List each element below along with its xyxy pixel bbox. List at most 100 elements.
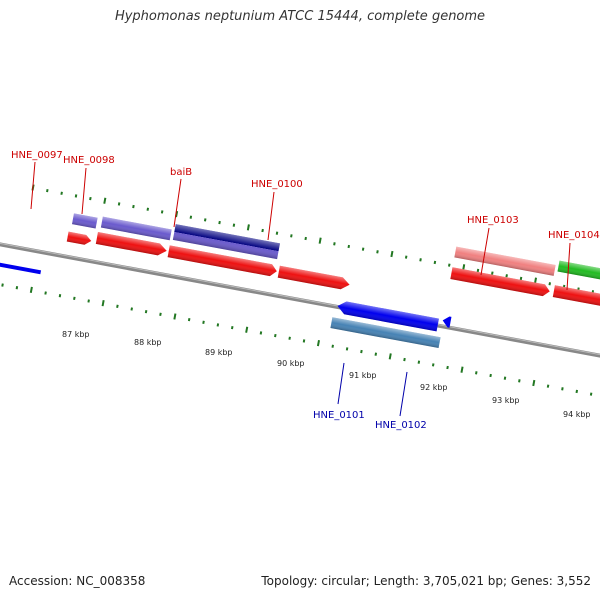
gene-baib[interactable]: [172, 224, 280, 260]
minor-tick: [130, 307, 134, 311]
scale-labels: 87 kbp 88 kbp 89 kbp 90 kbp 91 kbp 92 kbp 93 k…: [62, 330, 591, 419]
major-tick: [173, 313, 177, 320]
minor-tick: [331, 344, 334, 348]
label-hne-0097[interactable]: HNE_0097: [11, 150, 63, 161]
minor-tick: [333, 242, 336, 246]
major-tick: [29, 286, 33, 294]
accession-label: Accession: NC_008358: [9, 574, 146, 588]
minor-tick: [15, 286, 19, 290]
minor-tick: [575, 389, 579, 394]
gene-hne-0101[interactable]: [336, 300, 439, 332]
minor-tick: [216, 323, 220, 327]
major-tick: [460, 366, 464, 373]
major-tick: [532, 379, 536, 387]
major-tick: [462, 264, 466, 271]
leader-line-hne-0102: [399, 371, 408, 417]
major-tick: [533, 277, 538, 284]
major-tick: [388, 353, 392, 360]
forward-gene-arrow[interactable]: [66, 231, 92, 246]
minor-tick: [503, 376, 507, 380]
scale-label: 93 kbp: [492, 396, 520, 405]
minor-tick: [144, 309, 148, 314]
minor-tick: [132, 204, 135, 209]
minor-tick: [376, 250, 379, 254]
scale-label: 87 kbp: [62, 330, 90, 339]
label-baib[interactable]: baiB: [170, 167, 192, 178]
minor-tick: [361, 247, 365, 251]
gene-hne-0104[interactable]: [557, 260, 600, 285]
minor-tick: [360, 349, 363, 354]
reverse-gene-arrow[interactable]: [442, 315, 452, 328]
scale-label: 89 kbp: [205, 348, 233, 357]
genome-stats-label: Topology: circular; Length: 3,705,021 bp…: [261, 574, 591, 588]
minor-tick: [261, 228, 264, 233]
leader-line-hne-0101: [337, 362, 345, 405]
minor-tick: [275, 231, 279, 235]
forward-gene-arrow[interactable]: [95, 232, 168, 257]
minor-tick: [345, 347, 349, 351]
genome-backbone-highlight: [0, 225, 600, 373]
label-hne-0098[interactable]: HNE_0098: [63, 155, 115, 166]
gene-hne-0100[interactable]: [277, 265, 351, 291]
major-tick: [316, 339, 320, 347]
label-hne-0102[interactable]: HNE_0102: [375, 420, 427, 431]
minor-tick: [160, 210, 164, 214]
upper-scale-ticks: [31, 184, 595, 294]
minor-tick: [561, 387, 564, 391]
minor-tick: [505, 274, 508, 278]
major-tick: [390, 250, 394, 258]
label-hne-0104[interactable]: HNE_0104: [548, 230, 600, 241]
minor-tick: [404, 255, 408, 259]
minor-tick: [489, 373, 492, 378]
minor-tick: [548, 282, 552, 286]
genome-backbone: [0, 225, 600, 375]
scale-label: 92 kbp: [420, 383, 448, 392]
scale-label: 91 kbp: [349, 371, 377, 380]
leader-line-hne-0100: [267, 191, 275, 241]
label-hne-0101[interactable]: HNE_0101: [313, 410, 365, 421]
lower-scale-ticks: [1, 283, 593, 396]
label-hne-0103[interactable]: HNE_0103: [467, 215, 519, 226]
minor-tick: [159, 312, 162, 316]
leader-line-hne-0097: [30, 161, 36, 210]
major-tick: [246, 224, 250, 231]
minor-tick: [218, 220, 221, 225]
major-tick: [318, 237, 322, 244]
minor-tick: [230, 325, 234, 330]
minor-tick: [232, 223, 236, 227]
gene-hne-0097[interactable]: [71, 213, 98, 229]
minor-tick: [589, 392, 593, 396]
forward-gene-arrow[interactable]: [552, 285, 600, 309]
major-tick: [101, 300, 105, 307]
minor-tick: [259, 331, 263, 335]
minor-tick: [546, 384, 550, 388]
leader-line-hne-0104: [566, 242, 571, 291]
minor-tick: [475, 371, 478, 375]
forward-gene-arrow[interactable]: [167, 245, 278, 277]
minor-tick: [58, 294, 62, 298]
gene-hne-0103[interactable]: [454, 246, 556, 276]
scale-label: 94 kbp: [563, 410, 591, 419]
label-hne-0100[interactable]: HNE_0100: [251, 179, 303, 190]
minor-tick: [116, 304, 119, 308]
minor-tick: [288, 336, 291, 340]
minor-tick: [491, 271, 494, 275]
minor-tick: [189, 215, 193, 219]
minor-tick: [518, 379, 521, 383]
minor-tick: [290, 234, 293, 238]
minor-tick: [347, 244, 351, 249]
gene-hne-0102[interactable]: [330, 317, 441, 349]
minor-tick: [73, 296, 76, 301]
reverse-gene-arrow[interactable]: [0, 255, 42, 275]
minor-tick: [202, 320, 205, 324]
minor-tick: [187, 317, 191, 322]
minor-tick: [417, 360, 421, 364]
minor-tick: [476, 268, 480, 273]
gene-hne-0098[interactable]: [100, 216, 172, 241]
page-title: Hyphomonas neptunium ATCC 15444, complet…: [114, 9, 486, 24]
minor-tick: [403, 357, 406, 362]
minor-tick: [447, 263, 451, 267]
minor-tick: [117, 202, 121, 206]
forward-gene-arrow[interactable]: [450, 267, 551, 297]
